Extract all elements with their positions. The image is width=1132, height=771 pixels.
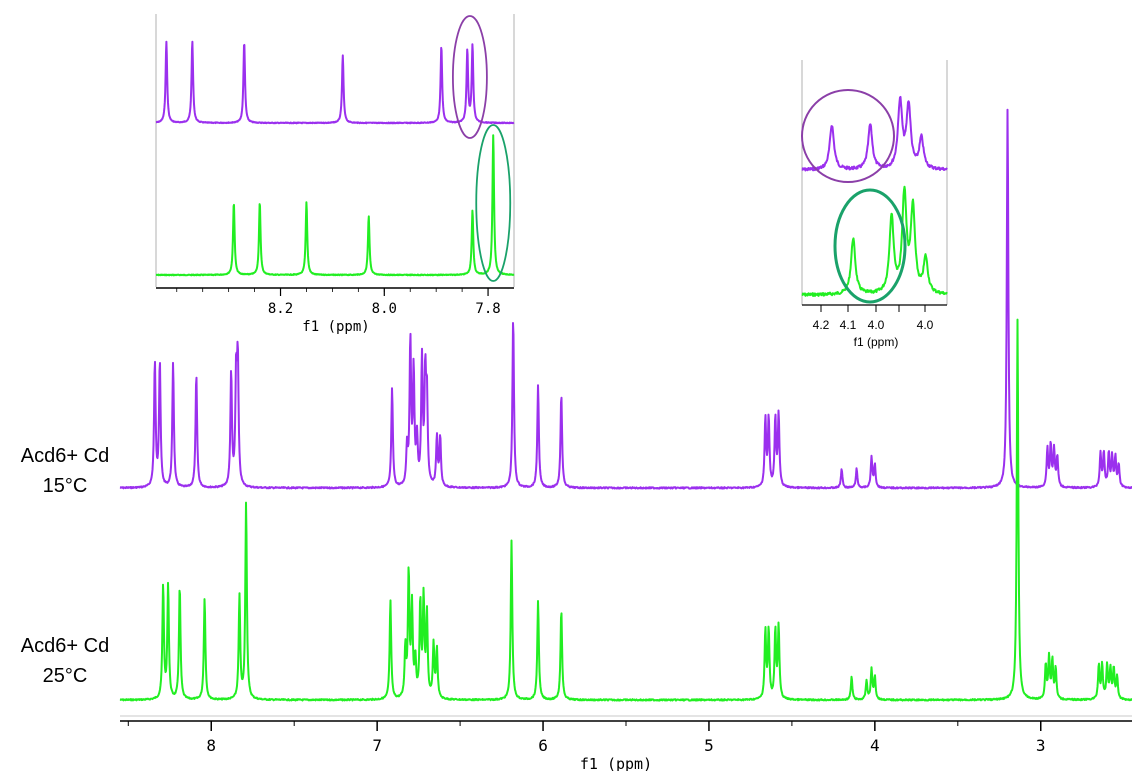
main-x-tick-label: 3	[1036, 736, 1046, 755]
inset-aromatic-x-tick-label: 8.2	[268, 301, 293, 317]
inset-aromatic-x-tick-label: 7.8	[475, 301, 500, 317]
series-label-25c-line1: Acd6+ Cd	[20, 635, 110, 657]
series-label-15c: Acd6+ Cd 15°C	[0, 441, 130, 501]
series-label-25c: Acd6+ Cd 25°C	[0, 631, 130, 691]
inset-aromatic-bg	[156, 14, 514, 286]
inset-aromatic-series-25c-line	[155, 134, 515, 277]
main-x-tick-label: 8	[206, 736, 216, 755]
series-label-15c-line1: Acd6+ Cd	[20, 445, 110, 467]
inset-aliphatic-x-axis-label: f1 (ppm)	[854, 335, 899, 349]
inset-aromatic-series-15c-line	[155, 40, 515, 125]
series-label-15c-line2: 15°C	[42, 475, 88, 497]
inset-aliphatic-x-tick-label: 4.1	[840, 318, 857, 332]
inset-aliphatic-x-tick-label: 4.0	[868, 318, 885, 332]
inset-aliphatic-series-25c-line	[801, 185, 948, 297]
inset-aliphatic-plot: 4.2 4.1 4.0 4.0 f1 (ppm)	[801, 60, 948, 349]
inset-aromatic-plot: 8.2 8.0 7.8 f1 (ppm)	[155, 14, 515, 335]
inset-aromatic-x-axis-label: f1 (ppm)	[302, 319, 369, 335]
main-x-axis-label: f1 (ppm)	[580, 755, 652, 771]
inset-aliphatic-highlight-25c	[833, 188, 907, 304]
main-spectrum-plot: 8 7 6 5 4 3 f1 (ppm)	[119, 108, 1132, 771]
main-x-tick-label: 6	[538, 736, 548, 755]
inset-aliphatic-x-tick-label: 4.2	[813, 318, 830, 332]
series-label-25c-line2: 25°C	[42, 665, 88, 687]
inset-aromatic-x-tick-label: 8.0	[372, 301, 397, 317]
inset-aromatic-highlight-15c	[451, 15, 488, 139]
main-x-tick-label: 5	[704, 736, 714, 755]
inset-aliphatic-bg	[802, 60, 947, 304]
main-x-tick-label: 4	[870, 736, 880, 755]
main-series-25c-line	[119, 318, 1132, 702]
inset-aromatic-highlight-25c	[475, 124, 512, 282]
inset-aliphatic-highlight-15c	[801, 89, 895, 183]
inset-aliphatic-x-tick-label: 4.0	[917, 318, 934, 332]
inset-aliphatic-series-15c-line	[801, 95, 948, 172]
main-series-15c-line	[119, 108, 1132, 490]
main-x-tick-label: 7	[372, 736, 382, 755]
